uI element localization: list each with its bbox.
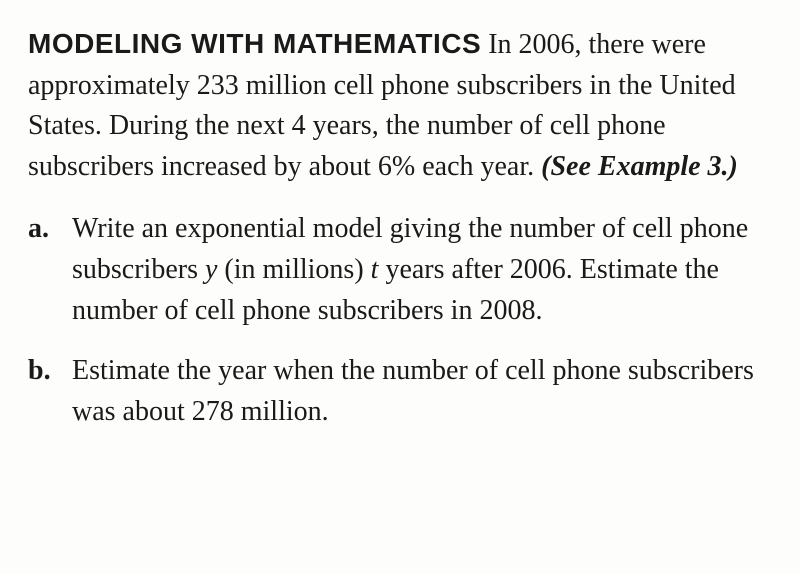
problem-title: MODELING WITH MATHEMATICS <box>28 28 481 59</box>
item-a-text: Write an exponential model giving the nu… <box>72 209 772 331</box>
item-a-t2: (in millions) <box>217 254 370 285</box>
see-example-ref: (See Example 3.) <box>541 151 738 182</box>
item-a-letter: a. <box>28 209 72 331</box>
item-a-var-y: y <box>205 254 217 285</box>
intro-paragraph: MODELING WITH MATHEMATICS In 2006, there… <box>28 24 772 187</box>
item-b-text: Estimate the year when the number of cel… <box>72 351 772 432</box>
item-b: b. Estimate the year when the number of … <box>28 351 772 432</box>
item-a: a. Write an exponential model giving the… <box>28 209 772 331</box>
item-b-letter: b. <box>28 351 72 432</box>
